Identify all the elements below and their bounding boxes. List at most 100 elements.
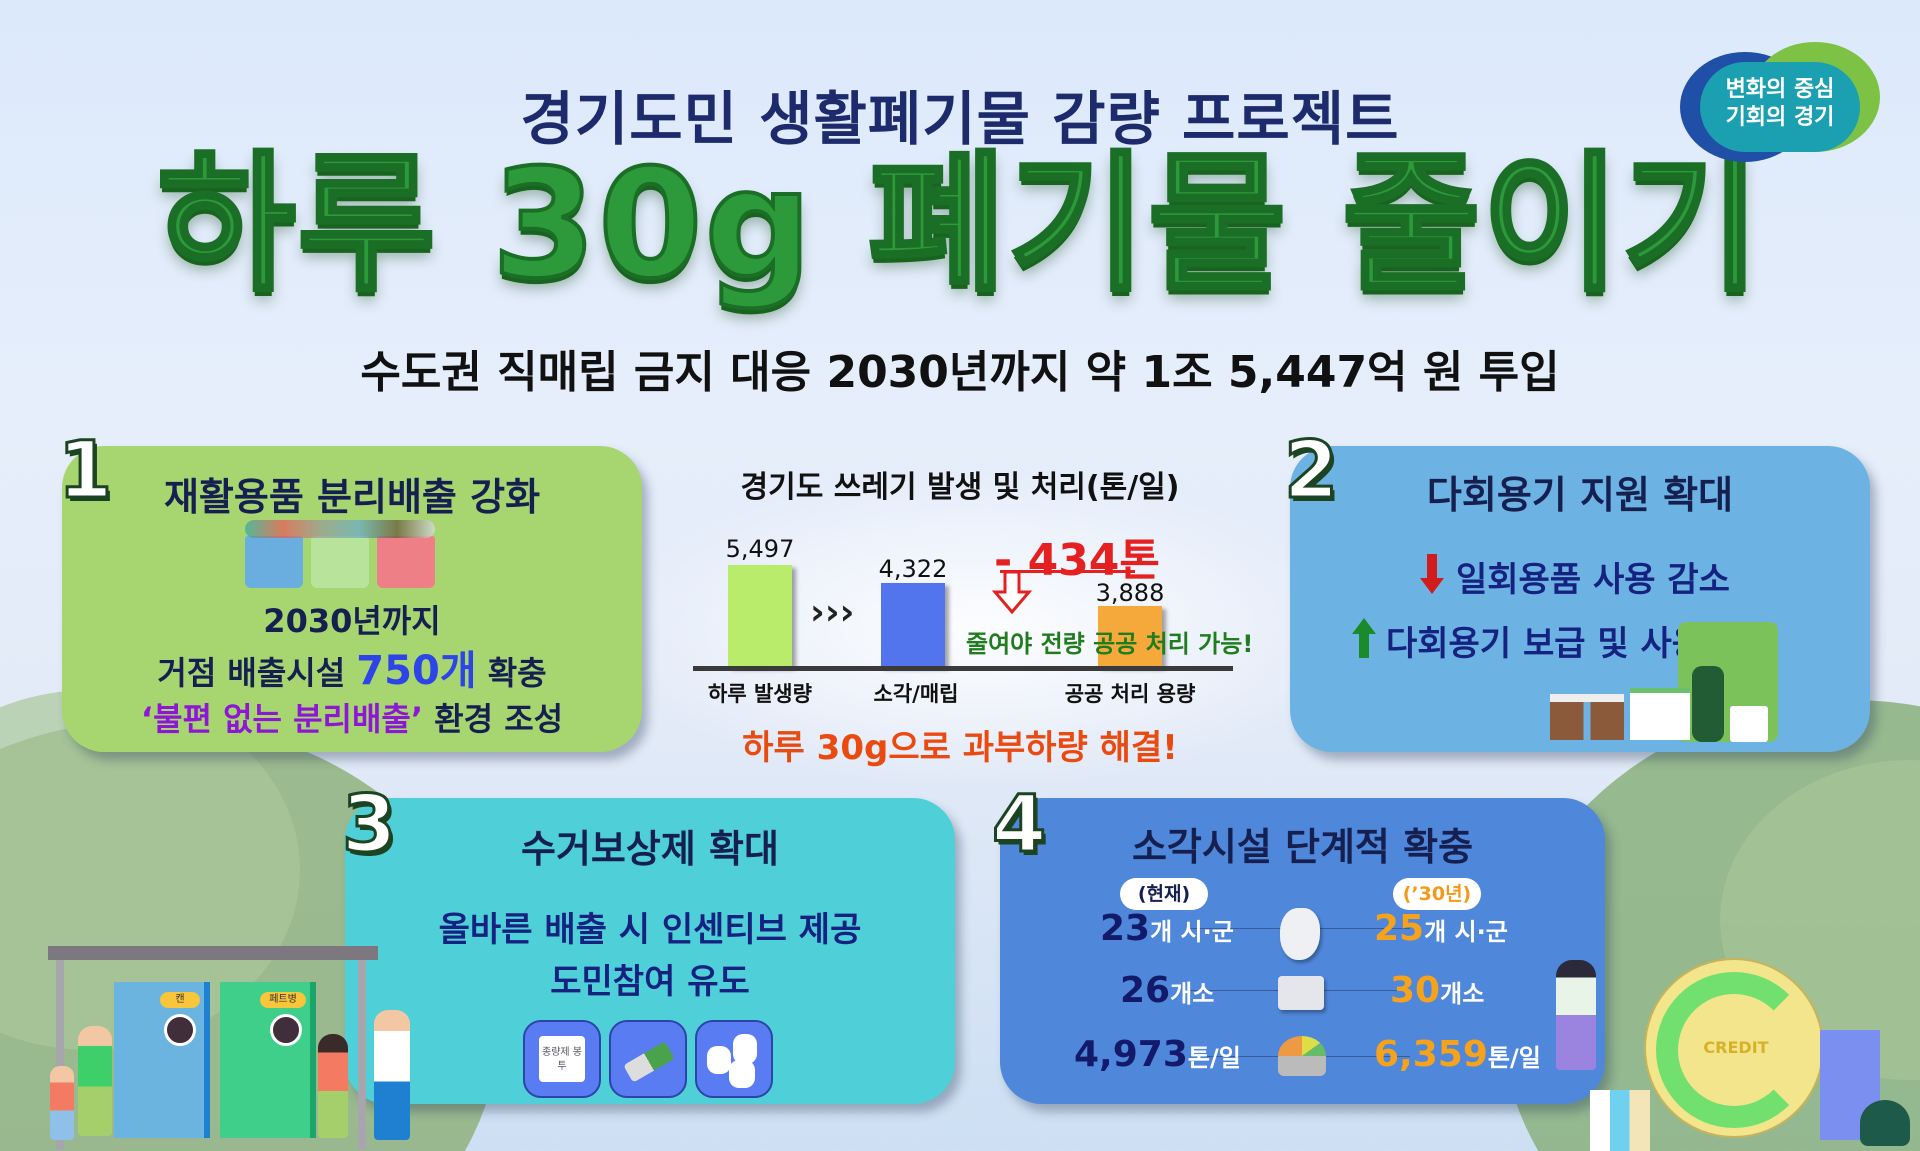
note-text-pre: 줄여야 전량	[966, 630, 1094, 658]
future-capacity: 6,359톤/일	[1374, 1034, 1541, 1075]
recycling-kiosk-illustration: 캔 페트병	[48, 946, 378, 1151]
person-man-icon	[374, 1010, 410, 1140]
note-text-post: 처리 가능!	[1137, 630, 1254, 658]
card3-number-badge: 3	[340, 780, 397, 870]
card-recycling-separation: 재활용품 분리배출 강화 2030년까지 거점 배출시설 750개 확충 ‘불편…	[62, 446, 642, 752]
can-label: 캔	[160, 992, 200, 1008]
budget-description: 수도권 직매립 금지 대응 2030년까지 약 1조 5,447억 원 투입	[360, 347, 1560, 398]
logo-line2: 기회의 경기	[1725, 105, 1835, 130]
current-cities: 23개 시·군	[1100, 908, 1234, 949]
category-incineration-landfill: 소각/매립	[873, 682, 959, 706]
label-2030: (’30년)	[1393, 878, 1481, 910]
bar-public-capacity	[1098, 606, 1162, 667]
current-cities-unit: 개 시·군	[1150, 918, 1234, 946]
card-incineration-expansion: 소각시설 단계적 확충 (현재) (’30년) 23개 시·군 26개소 4,9…	[1000, 798, 1605, 1104]
current-cities-num: 23	[1100, 908, 1151, 949]
card1-line3: ‘불편 없는 분리배출’ 환경 조성	[62, 694, 642, 740]
future-cities-num: 25	[1374, 908, 1425, 949]
food-containers-icon	[1630, 688, 1690, 740]
reduction-underline	[1000, 570, 1135, 573]
bar-incineration-landfill	[881, 583, 945, 667]
future-cities: 25개 시·군	[1374, 908, 1508, 949]
project-subtitle: 경기도민 생활폐기물 감량 프로젝트	[520, 85, 1400, 153]
bar-value-incineration-landfill: 4,322	[878, 555, 948, 583]
card1-line2: 거점 배출시설 750개 확충	[62, 638, 642, 696]
recycle-bin-can-icon	[245, 536, 303, 588]
person-adult-icon	[78, 1026, 112, 1136]
garbage-bag-reward-icon: 종량제 봉투	[523, 1020, 601, 1098]
logo-line1: 변화의 중심	[1725, 77, 1835, 102]
current-capacity: 4,973톤/일	[1074, 1034, 1241, 1075]
card3-line1: 올바른 배출 시 인센티브 제공	[438, 910, 862, 950]
capacity-gauge-icon	[1278, 1036, 1326, 1076]
category-daily-generation: 하루 발생량	[708, 682, 812, 706]
pet-label: 페트병	[260, 992, 306, 1008]
card2-title: 다회용기 지원 확대	[1426, 473, 1734, 517]
future-facilities-num: 30	[1390, 970, 1441, 1011]
future-cities-unit: 개 시·군	[1424, 918, 1508, 946]
current-facilities: 26개소	[1120, 970, 1214, 1011]
green-up-arrow-icon	[1352, 618, 1376, 662]
label-current: (현재)	[1120, 878, 1208, 910]
future-capacity-num: 6,359	[1374, 1034, 1488, 1075]
future-facilities: 30개소	[1390, 970, 1484, 1011]
card4-number-badge: 4	[990, 780, 1047, 870]
red-down-arrow-icon	[1420, 554, 1444, 598]
garbage-bag-label: 종량제 봉투	[539, 1036, 585, 1082]
card1-line1: 2030년까지	[263, 602, 441, 640]
background-mist	[600, 470, 1360, 790]
bottles-icon	[1590, 1090, 1650, 1151]
current-capacity-num: 4,973	[1074, 1034, 1188, 1075]
chart-baseline	[693, 666, 1233, 671]
card4-title: 소각시설 단계적 확충	[1131, 825, 1474, 869]
card3-line2: 도민참여 유도	[550, 962, 750, 1002]
bar-daily-generation	[728, 565, 792, 667]
card-reusable-containers: 다회용기 지원 확대 일회용품 사용 감소 다회용기 보급 및 사용 독려	[1290, 446, 1870, 752]
reduce-disposables-text: 일회용품 사용 감소	[1456, 560, 1730, 600]
card1-line2-text: 거점 배출시설	[157, 654, 357, 692]
pet-recycling-machine: 페트병	[220, 982, 316, 1138]
coffee-cups-icon	[1550, 694, 1624, 740]
card1-line3-suffix: 환경 조성	[423, 700, 564, 738]
person-waving-woman-icon	[1556, 960, 1596, 1070]
current-facilities-num: 26	[1120, 970, 1171, 1011]
card1-title: 재활용품 분리배출 강화	[163, 475, 541, 519]
category-public-capacity: 공공 처리 용량	[1064, 682, 1196, 706]
battery-icon	[609, 1020, 687, 1098]
gyeonggi-map-icon	[1280, 908, 1320, 960]
chart-footer: 하루 30g으로 과부하량 해결!	[742, 728, 1178, 768]
down-arrow-icon	[991, 570, 1033, 615]
recycle-arrows-icon	[1656, 972, 1812, 1128]
chart-title: 경기도 쓰레기 발생 및 처리(톤/일)	[740, 470, 1180, 505]
main-title: 하루 30g 폐기물 줄이기	[156, 138, 1763, 312]
reduction-amount: - 434톤	[994, 535, 1160, 586]
toilet-paper-icon	[695, 1020, 773, 1098]
reduction-note: 줄여야 전량 공공 처리 가능!	[966, 624, 1253, 659]
person-child-icon	[50, 1066, 74, 1140]
card1-number-badge: 1	[56, 426, 113, 516]
tumbler-icon	[1692, 666, 1724, 742]
bar-value-public-capacity: 3,888	[1095, 579, 1165, 607]
future-facilities-unit: 개소	[1440, 980, 1485, 1008]
current-facilities-unit: 개소	[1170, 980, 1215, 1008]
recycle-bin-paper-icon	[311, 536, 369, 588]
facility-count-highlight: 750개	[356, 648, 477, 694]
card2-number-badge: 2	[1282, 426, 1339, 516]
bin-items-decoration	[245, 520, 435, 538]
carbon-credit-illustration: CREDIT	[1560, 950, 1920, 1151]
card-collection-reward: 수거보상제 확대 올바른 배출 시 인센티브 제공 도민참여 유도 종량제 봉투	[345, 798, 955, 1104]
incinerator-factory-icon	[1278, 976, 1324, 1010]
note-text-public: 공공	[1093, 630, 1138, 658]
recycle-bin-glass-icon	[377, 536, 435, 588]
future-capacity-unit: 톤/일	[1487, 1044, 1541, 1072]
card1-line2-suffix: 확충	[476, 654, 547, 692]
convenient-separation-highlight: ‘불편 없는 분리배출’	[140, 700, 424, 738]
person-woman-icon	[318, 1034, 348, 1138]
can-recycling-machine: 캔	[114, 982, 210, 1138]
bar-value-daily-generation: 5,497	[725, 535, 795, 563]
flow-arrow-icon: ›››	[810, 592, 855, 633]
mug-icon	[1730, 706, 1768, 742]
current-capacity-unit: 톤/일	[1187, 1044, 1241, 1072]
card3-title: 수거보상제 확대	[521, 827, 779, 871]
